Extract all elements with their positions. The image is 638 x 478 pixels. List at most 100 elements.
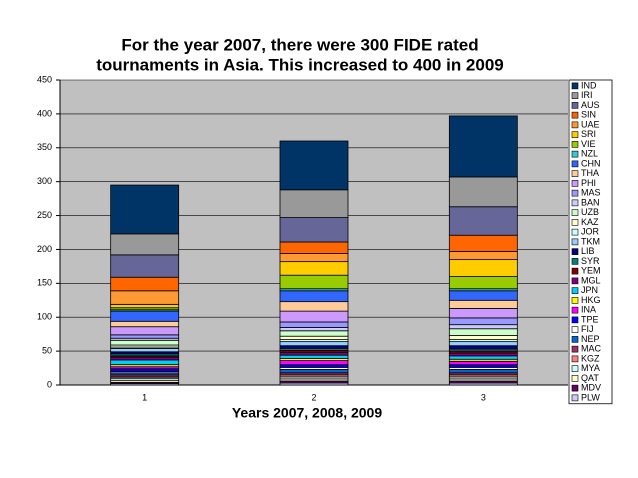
- bar-segment: [448, 355, 518, 360]
- chart-title: tournaments in Asia. This increased to 4…: [96, 55, 504, 74]
- x-tick-label: 3: [481, 392, 486, 402]
- legend-swatch: [571, 365, 579, 372]
- legend-swatch: [571, 228, 579, 236]
- bar-segment: [448, 335, 518, 340]
- x-axis-title: Years 2007, 2008, 2009: [232, 405, 382, 421]
- legend-swatch: [571, 131, 579, 138]
- legend-swatch: [571, 199, 579, 207]
- bar-segment: [279, 364, 349, 368]
- bar-segment: [448, 369, 518, 374]
- legend-swatch: [571, 326, 579, 333]
- legend-swatch: [571, 316, 579, 324]
- x-tick-label: 1: [142, 392, 147, 402]
- bar-segment: [279, 140, 349, 191]
- legend-label: INA: [581, 305, 596, 315]
- bar-segment: [279, 241, 349, 254]
- bar-segment: [448, 324, 518, 330]
- bar-segment: [110, 303, 180, 309]
- bar-segment: [279, 274, 349, 290]
- legend-label: VIE: [581, 139, 596, 149]
- y-tick-label: 100: [37, 312, 52, 322]
- legend-swatch: [571, 287, 579, 294]
- legend-swatch: [571, 345, 579, 353]
- legend-swatch: [571, 189, 579, 197]
- bar-segment: [110, 233, 180, 256]
- legend-label: MGL: [581, 275, 601, 285]
- bar-segment: [110, 326, 180, 336]
- legend-label: IND: [581, 80, 597, 90]
- legend-swatch: [571, 180, 579, 187]
- bar-segment: [110, 276, 180, 292]
- y-tick-label: 0: [47, 379, 52, 389]
- y-tick-label: 400: [37, 108, 52, 118]
- bar-segment: [448, 364, 518, 368]
- bar-segment: [448, 206, 518, 236]
- bar-segment: [110, 254, 180, 278]
- bar-segment: [448, 317, 518, 326]
- legend-label: JPN: [581, 285, 598, 295]
- legend-label: TPE: [581, 314, 599, 324]
- bar-segment: [448, 352, 518, 357]
- bar-segment: [448, 341, 518, 347]
- bar-segment: [448, 299, 518, 309]
- bar-segment: [110, 310, 180, 322]
- legend-swatch: [571, 150, 579, 158]
- legend-swatch: [571, 121, 579, 129]
- legend-label: IRI: [581, 90, 593, 100]
- bar-segment: [279, 189, 349, 218]
- y-tick-label: 50: [42, 345, 52, 355]
- bar-segment: [279, 321, 349, 328]
- legend-swatch: [571, 209, 579, 216]
- bar-segment: [448, 345, 518, 350]
- legend-swatch: [571, 141, 579, 148]
- legend-label: UAE: [581, 119, 600, 129]
- bar-segment: [448, 308, 518, 319]
- legend-swatch: [571, 375, 579, 382]
- bar-segment: [110, 347, 180, 353]
- y-tick-label: 450: [37, 74, 52, 84]
- legend-swatch: [571, 238, 579, 246]
- bar-segment: [448, 259, 518, 277]
- bar-segment: [279, 290, 349, 303]
- legend-swatch: [571, 92, 579, 99]
- legend-label: KGZ: [581, 353, 600, 363]
- bar-segment: [279, 354, 349, 359]
- legend-label: JOR: [581, 227, 600, 237]
- legend-label: SYR: [581, 256, 600, 266]
- legend-label: UZB: [581, 207, 599, 217]
- legend-label: FIJ: [581, 324, 594, 334]
- legend-label: YEM: [581, 266, 601, 276]
- bar-segment: [448, 328, 518, 336]
- legend-label: MDV: [581, 383, 601, 393]
- legend-swatch: [571, 297, 579, 304]
- bar-segment: [279, 301, 349, 312]
- bar-segment: [279, 352, 349, 356]
- x-tick-label: 2: [311, 392, 316, 402]
- legend-label: NEP: [581, 334, 600, 344]
- legend-swatch: [571, 258, 579, 265]
- bar-segment: [110, 184, 180, 235]
- legend-label: KAZ: [581, 217, 599, 227]
- bar-segment: [110, 356, 180, 361]
- legend-swatch: [571, 111, 579, 119]
- legend-swatch: [571, 219, 579, 226]
- legend-label: BAN: [581, 197, 600, 207]
- legend-label: TKM: [581, 236, 600, 246]
- bar-segment: [448, 234, 518, 252]
- bar-segment: [279, 341, 349, 347]
- legend-label: MAC: [581, 344, 602, 354]
- bar-segment: [110, 320, 180, 328]
- legend-swatch: [571, 384, 579, 392]
- bar-segment: [448, 276, 518, 290]
- bar-segment: [448, 251, 518, 261]
- bar-segment: [279, 345, 349, 349]
- legend-swatch: [571, 394, 579, 402]
- bar-segment: [110, 334, 180, 339]
- bar-segment: [279, 330, 349, 337]
- legend-label: CHN: [581, 158, 601, 168]
- bar-segment: [448, 290, 518, 301]
- legend-swatch: [571, 336, 579, 343]
- legend-swatch: [571, 306, 579, 314]
- legend-label: MAS: [581, 188, 601, 198]
